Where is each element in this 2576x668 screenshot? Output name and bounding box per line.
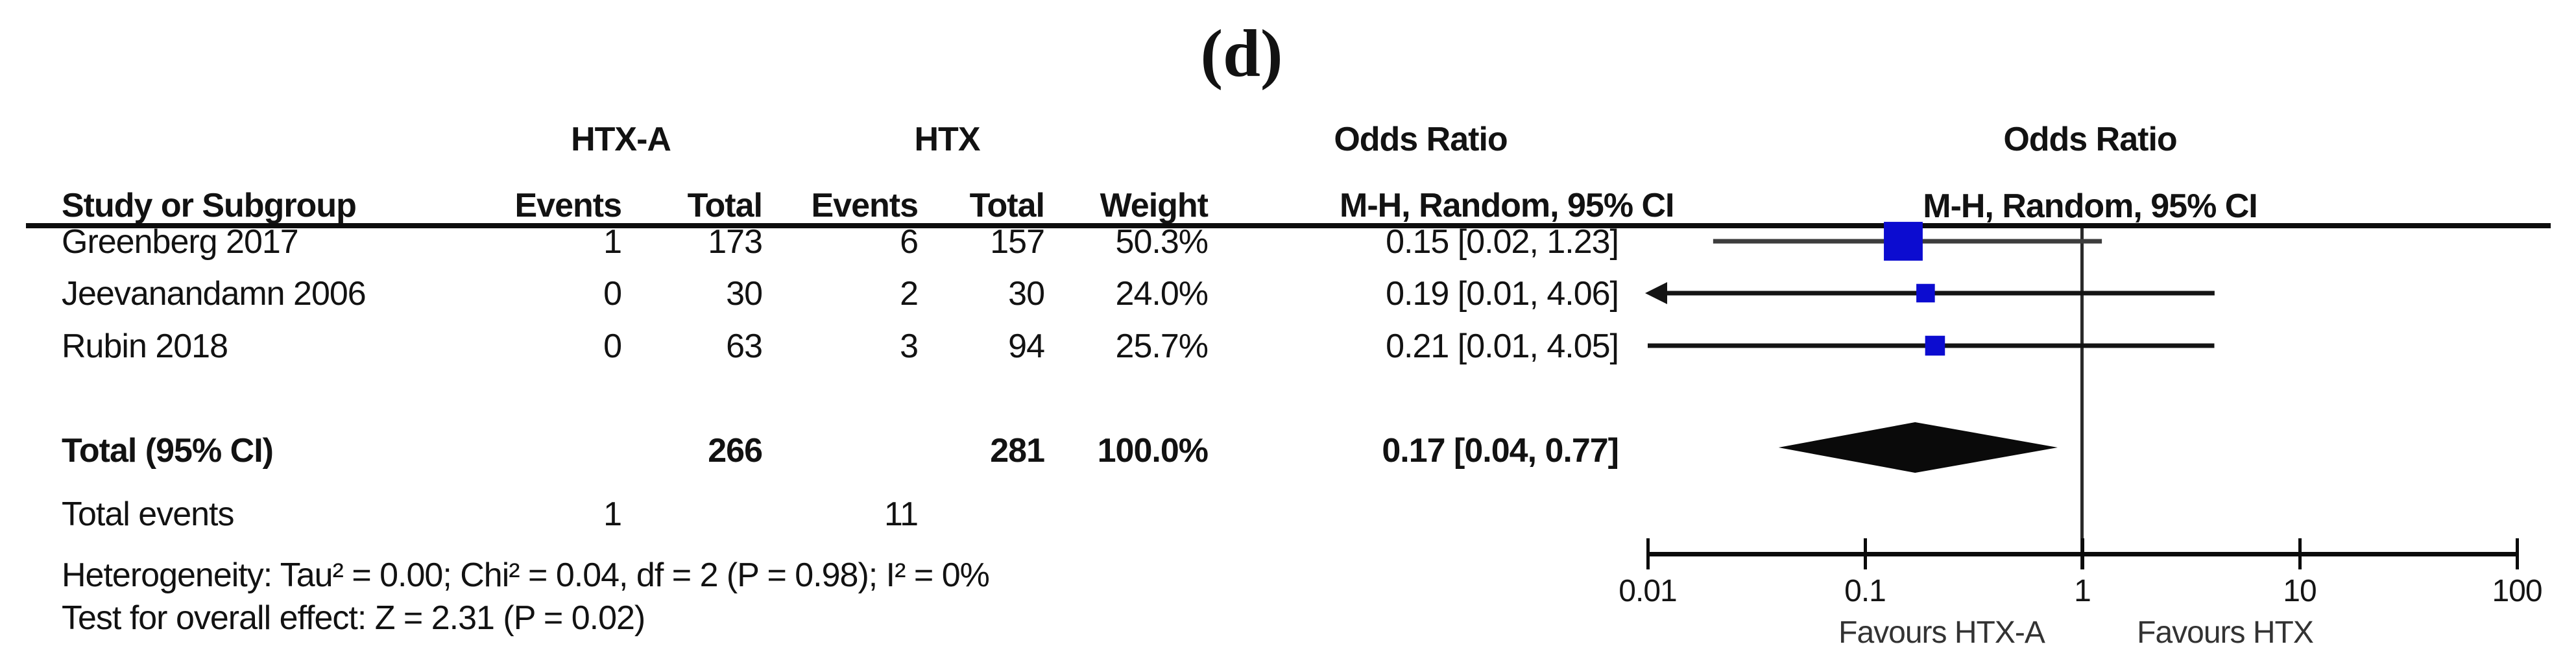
overall-effect-test: Test for overall effect: Z = 2.31 (P = 0… (62, 599, 645, 637)
events-control-header: Events (811, 187, 919, 224)
axis-tick-10 (2298, 538, 2302, 569)
panel-label: (d) (1200, 16, 1283, 91)
study-total-treatment: 30 (726, 275, 763, 313)
odds-ratio-plot-title: Odds Ratio (2003, 121, 2177, 158)
null-effect-line (2080, 228, 2084, 569)
study-or-ci-text: 0.21 [0.01, 4.05] (1386, 328, 1619, 365)
control-group-header: HTX (914, 121, 981, 158)
total-row-label: Total (95% CI) (62, 432, 274, 470)
effect-square-1 (1884, 222, 1923, 261)
ci-clip-arrow-left-2 (1645, 282, 1667, 304)
axis-tick-label-1: 1 (2074, 574, 2091, 608)
axis-tick-0.1 (1864, 538, 1867, 569)
study-column-header: Study or Subgroup (62, 187, 357, 224)
heterogeneity-statistics: Heterogeneity: Tau² = 0.00; Chi² = 0.04,… (62, 556, 990, 594)
study-name: Jeevanandamn 2006 (62, 275, 367, 313)
study-total-treatment: 63 (726, 328, 763, 365)
study-or-ci-text: 0.19 [0.01, 4.06] (1386, 275, 1619, 313)
total-events-control: 11 (884, 495, 919, 533)
study-total-control: 30 (1008, 275, 1045, 313)
ci-line-2 (1663, 291, 2215, 296)
pooled-effect-diamond (1778, 422, 2058, 473)
study-total-treatment: 173 (708, 223, 763, 261)
effect-square-3 (1925, 335, 1945, 356)
axis-tick-label-100: 100 (2492, 574, 2542, 608)
total-events-label: Total events (62, 495, 234, 533)
weight-column-header: Weight (1100, 187, 1209, 224)
study-events-treatment: 1 (603, 223, 622, 261)
total-row-weight: 100.0% (1097, 432, 1209, 470)
total-row-total-control: 281 (990, 432, 1045, 470)
total-row-or-ci: 0.17 [0.04, 0.77] (1382, 432, 1619, 470)
study-events-control: 2 (900, 275, 919, 313)
axis-tick-1 (2081, 538, 2084, 569)
axis-tick-100 (2516, 538, 2519, 569)
study-name: Greenberg 2017 (62, 223, 299, 261)
header-rule (26, 223, 2551, 228)
axis-tick-label-0.01: 0.01 (1619, 574, 1677, 608)
study-events-control: 6 (900, 223, 919, 261)
axis-tick-0.01 (1646, 538, 1650, 569)
odds-ratio-column-title: Odds Ratio (1334, 121, 1508, 158)
total-treatment-header: Total (687, 187, 763, 224)
favours-treatment-label: Favours HTX-A (1838, 615, 2045, 650)
effect-square-2 (1916, 283, 1935, 303)
total-control-header: Total (969, 187, 1045, 224)
favours-control-label: Favours HTX (2137, 615, 2314, 650)
study-weight: 50.3% (1115, 223, 1209, 261)
total-row-total-treatment: 266 (708, 432, 763, 470)
axis-tick-label-10: 10 (2283, 574, 2317, 608)
events-treatment-header: Events (514, 187, 622, 224)
study-or-ci-text: 0.15 [0.02, 1.23] (1386, 223, 1619, 261)
axis-tick-label-0.1: 0.1 (1844, 574, 1886, 608)
total-events-treatment: 1 (603, 495, 622, 533)
study-weight: 25.7% (1115, 328, 1209, 365)
study-total-control: 94 (1008, 328, 1045, 365)
study-events-treatment: 0 (603, 328, 622, 365)
study-weight: 24.0% (1115, 275, 1209, 313)
study-events-control: 3 (900, 328, 919, 365)
study-events-treatment: 0 (603, 275, 622, 313)
study-name: Rubin 2018 (62, 328, 228, 365)
study-total-control: 157 (990, 223, 1045, 261)
treatment-group-header: HTX-A (571, 121, 671, 158)
or-method-plot-header: M-H, Random, 95% CI (1923, 187, 2257, 225)
